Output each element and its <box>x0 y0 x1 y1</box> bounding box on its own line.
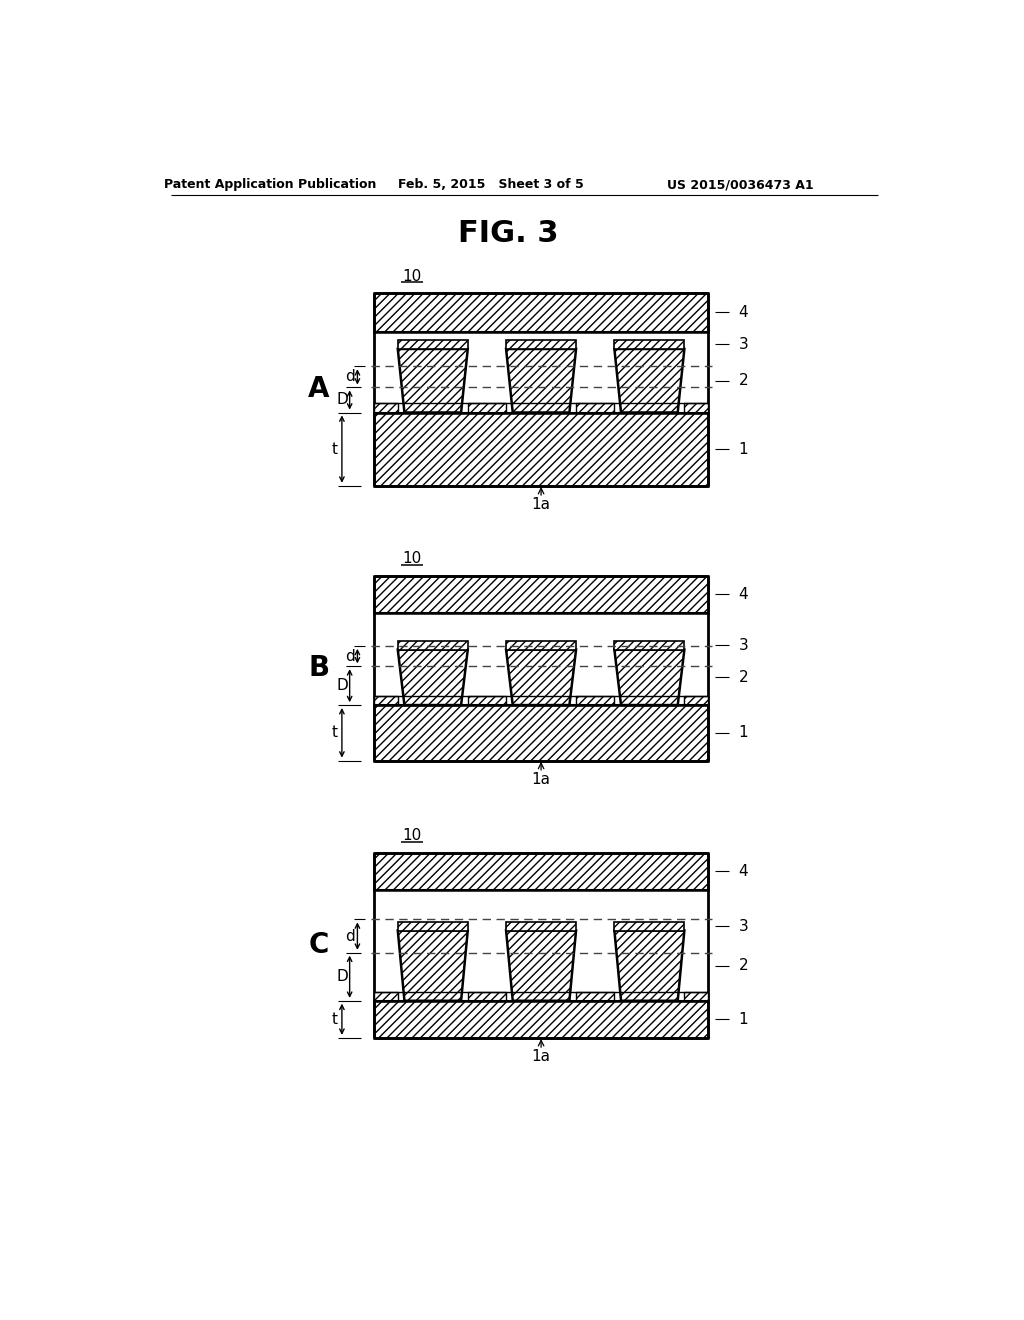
Text: US 2015/0036473 A1: US 2015/0036473 A1 <box>667 178 813 191</box>
Text: 10: 10 <box>402 552 421 566</box>
Text: 10: 10 <box>402 269 421 284</box>
Polygon shape <box>684 696 708 705</box>
Polygon shape <box>397 640 468 649</box>
Text: t: t <box>331 1011 337 1027</box>
Polygon shape <box>577 991 614 1001</box>
Polygon shape <box>614 931 684 1001</box>
Text: 3: 3 <box>738 337 749 352</box>
Text: C: C <box>308 932 329 960</box>
Polygon shape <box>397 339 468 348</box>
Polygon shape <box>614 649 684 705</box>
Polygon shape <box>397 921 468 931</box>
Polygon shape <box>506 921 577 931</box>
Text: 4: 4 <box>738 586 749 602</box>
Polygon shape <box>614 921 684 931</box>
Polygon shape <box>375 853 708 890</box>
Text: 2: 2 <box>738 669 749 685</box>
Polygon shape <box>577 696 614 705</box>
Polygon shape <box>506 348 577 412</box>
Polygon shape <box>684 404 708 412</box>
Text: 1: 1 <box>738 442 749 457</box>
Text: 3: 3 <box>738 919 749 933</box>
Polygon shape <box>614 640 684 649</box>
Text: FIG. 3: FIG. 3 <box>458 219 558 248</box>
Polygon shape <box>468 991 506 1001</box>
Polygon shape <box>614 348 684 412</box>
Text: 10: 10 <box>402 829 421 843</box>
Text: Patent Application Publication: Patent Application Publication <box>164 178 376 191</box>
Polygon shape <box>397 649 468 705</box>
Text: D: D <box>336 969 348 985</box>
Text: d: d <box>345 370 354 384</box>
Text: 4: 4 <box>738 305 749 319</box>
Polygon shape <box>614 339 684 348</box>
Polygon shape <box>375 576 708 612</box>
Polygon shape <box>397 348 468 412</box>
Polygon shape <box>506 931 577 1001</box>
Text: D: D <box>336 678 348 693</box>
Polygon shape <box>375 293 708 331</box>
Polygon shape <box>375 991 397 1001</box>
Text: 1a: 1a <box>531 498 551 512</box>
Polygon shape <box>506 640 577 649</box>
Bar <box>375 1001 708 1038</box>
Polygon shape <box>468 404 506 412</box>
Text: 2: 2 <box>738 374 749 388</box>
Text: 2: 2 <box>738 958 749 973</box>
Polygon shape <box>506 649 577 705</box>
Bar <box>375 705 708 760</box>
Polygon shape <box>577 404 614 412</box>
Polygon shape <box>397 931 468 1001</box>
Polygon shape <box>375 404 397 412</box>
Text: Feb. 5, 2015   Sheet 3 of 5: Feb. 5, 2015 Sheet 3 of 5 <box>398 178 584 191</box>
Text: t: t <box>331 442 337 457</box>
Text: 1: 1 <box>738 725 749 741</box>
Text: 1a: 1a <box>531 1049 551 1064</box>
Text: t: t <box>331 725 337 741</box>
Text: 3: 3 <box>738 638 749 652</box>
Text: A: A <box>308 375 330 404</box>
Text: 1a: 1a <box>531 772 551 787</box>
Bar <box>375 413 708 486</box>
Text: B: B <box>308 655 329 682</box>
Polygon shape <box>506 339 577 348</box>
Polygon shape <box>468 696 506 705</box>
Text: 4: 4 <box>738 863 749 879</box>
Text: d: d <box>345 928 354 944</box>
Text: D: D <box>336 392 348 408</box>
Polygon shape <box>375 696 397 705</box>
Polygon shape <box>684 991 708 1001</box>
Text: d: d <box>345 648 354 664</box>
Text: 1: 1 <box>738 1011 749 1027</box>
